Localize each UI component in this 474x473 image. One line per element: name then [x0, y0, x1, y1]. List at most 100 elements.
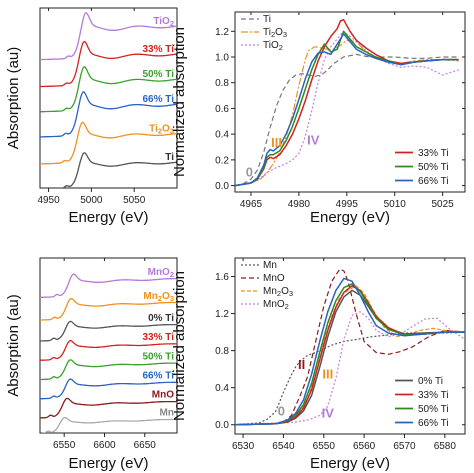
series-label: Ti [165, 152, 174, 163]
y-tick-label: 0.0 [215, 181, 229, 192]
series-line-mn [40, 416, 177, 433]
x-tick-label: 6600 [93, 440, 116, 451]
series-line-50-ti [235, 283, 465, 426]
series-line-mno2 [235, 311, 465, 426]
series-lines [235, 268, 465, 426]
series-line-ti [235, 53, 459, 187]
series-line-66-ti [40, 91, 177, 138]
series-line-ti [55, 152, 177, 188]
series-label: Mn [160, 408, 174, 419]
y-axis-label: Absorption (au) [5, 294, 22, 397]
series-lines [40, 273, 177, 433]
legend-label: MnO [263, 273, 285, 284]
x-tick-label: 6560 [353, 441, 376, 452]
y-tick-label: 0.8 [215, 346, 229, 357]
series-label: 33% Ti [143, 44, 175, 55]
series-line-ti2o3 [235, 39, 459, 187]
annotation-iii: III [271, 135, 282, 150]
annotation-0: 0 [278, 403, 285, 418]
y-tick-label: 0.4 [215, 130, 229, 141]
legend-label: 50% Ti [418, 404, 449, 415]
y-tick-label: 0.4 [215, 383, 229, 394]
chart-top-right: 4965 4980 4995 5010 5025 0.0 0.2 0.4 0.6 0.8 1.0 1.… [171, 11, 466, 226]
series-line-66-ti [235, 33, 459, 187]
y-tick-label: 1.2 [215, 27, 229, 38]
series-lines [235, 18, 459, 187]
series-line-mn [235, 331, 465, 426]
annotation-iii: III [322, 366, 333, 381]
legend-label: 66% Ti [418, 176, 449, 187]
x-tick-label: 6540 [272, 441, 295, 452]
legend-samples: 33% Ti 50% Ti 66% Ti [395, 148, 449, 187]
series-line-66-ti [40, 378, 177, 400]
plot-frame [234, 11, 466, 193]
legend-label: Ti [263, 14, 271, 25]
series-label: Ti2O3 [149, 123, 174, 135]
x-tick-label: 6580 [434, 441, 457, 452]
y-axis-label: Normalized absorption [171, 271, 188, 421]
legend-label: 50% Ti [418, 162, 449, 173]
chart-top-left: 4950 5000 5050 Energy (eV) Absorption (au) Ti… [5, 7, 178, 226]
legend-label: TiO2 [263, 40, 283, 52]
series-line-mno2 [40, 273, 177, 299]
series-line-mn2o3 [235, 285, 465, 426]
x-tick-label: 5050 [123, 195, 146, 206]
legend-label: MnO2 [263, 299, 289, 311]
series-line-0-ti [235, 289, 465, 426]
legend-label: 33% Ti [418, 148, 449, 159]
plot-frame [39, 7, 178, 189]
y-axis-label: Normalized absorption [171, 27, 188, 177]
series-label: 66% Ti [143, 371, 175, 382]
series-line-33-ti [40, 339, 177, 361]
y-tick-label: 0.0 [215, 420, 229, 431]
series-line-ti2o3 [40, 121, 177, 165]
series-label: 0% Ti [148, 313, 174, 324]
series-line-tio2 [40, 12, 177, 61]
legend-label: Ti2O3 [263, 27, 287, 39]
x-tick-label: 6650 [134, 440, 157, 451]
chart-bottom-right: 6530 6540 6550 6560 6570 6580 0.0 0.4 0.8 1.2 1.6 E… [171, 257, 466, 472]
chart-bottom-left: 6550 6600 6650 Energy (eV) Absorption (au) Mn… [5, 257, 178, 472]
series-lines [40, 12, 177, 188]
y-tick-label: 1.2 [215, 309, 229, 320]
annotation-ii: II [298, 357, 305, 372]
x-tick-label: 4980 [288, 199, 311, 210]
annotation-iv: IV [322, 405, 335, 420]
x-tick-label: 6570 [393, 441, 416, 452]
plot-frame [39, 257, 178, 434]
y-tick-label: 0.2 [215, 155, 229, 166]
x-tick-label: 5000 [80, 195, 103, 206]
plot-frame [234, 257, 466, 435]
x-axis-label: Energy (eV) [310, 209, 390, 226]
series-label: 66% Ti [143, 94, 175, 105]
series-line-mno [40, 397, 177, 419]
legend-label: 66% Ti [418, 418, 449, 429]
x-tick-label: 4965 [240, 199, 263, 210]
series-line-33-ti [40, 40, 177, 88]
series-line-50-ti [40, 359, 177, 381]
series-label: 33% Ti [143, 332, 175, 343]
series-line-mno [235, 268, 465, 426]
y-tick-label: 0.6 [215, 104, 229, 115]
series-label: MnO2 [148, 267, 174, 279]
y-tick-label: 0.8 [215, 78, 229, 89]
x-axis-label: Energy (eV) [68, 455, 148, 472]
x-axis-label: Energy (eV) [68, 209, 148, 226]
y-tick-label: 1.0 [215, 53, 229, 64]
series-line-mn2o3 [40, 298, 177, 321]
legend-label: Mn [263, 260, 277, 271]
y-tick-label: 1.6 [215, 272, 229, 283]
legend-label: Mn2O3 [263, 286, 293, 298]
x-tick-label: 5010 [384, 199, 407, 210]
series-label: TiO2 [153, 16, 174, 28]
legend-samples: 0% Ti 33% Ti 50% Ti 66% Ti [395, 376, 449, 429]
y-axis-label: Absorption (au) [5, 47, 22, 150]
x-tick-label: 6550 [53, 440, 76, 451]
series-label: 50% Ti [143, 351, 175, 362]
x-tick-label: 6550 [313, 441, 336, 452]
series-line-0-ti [40, 320, 177, 342]
series-line-66-ti [235, 277, 465, 426]
